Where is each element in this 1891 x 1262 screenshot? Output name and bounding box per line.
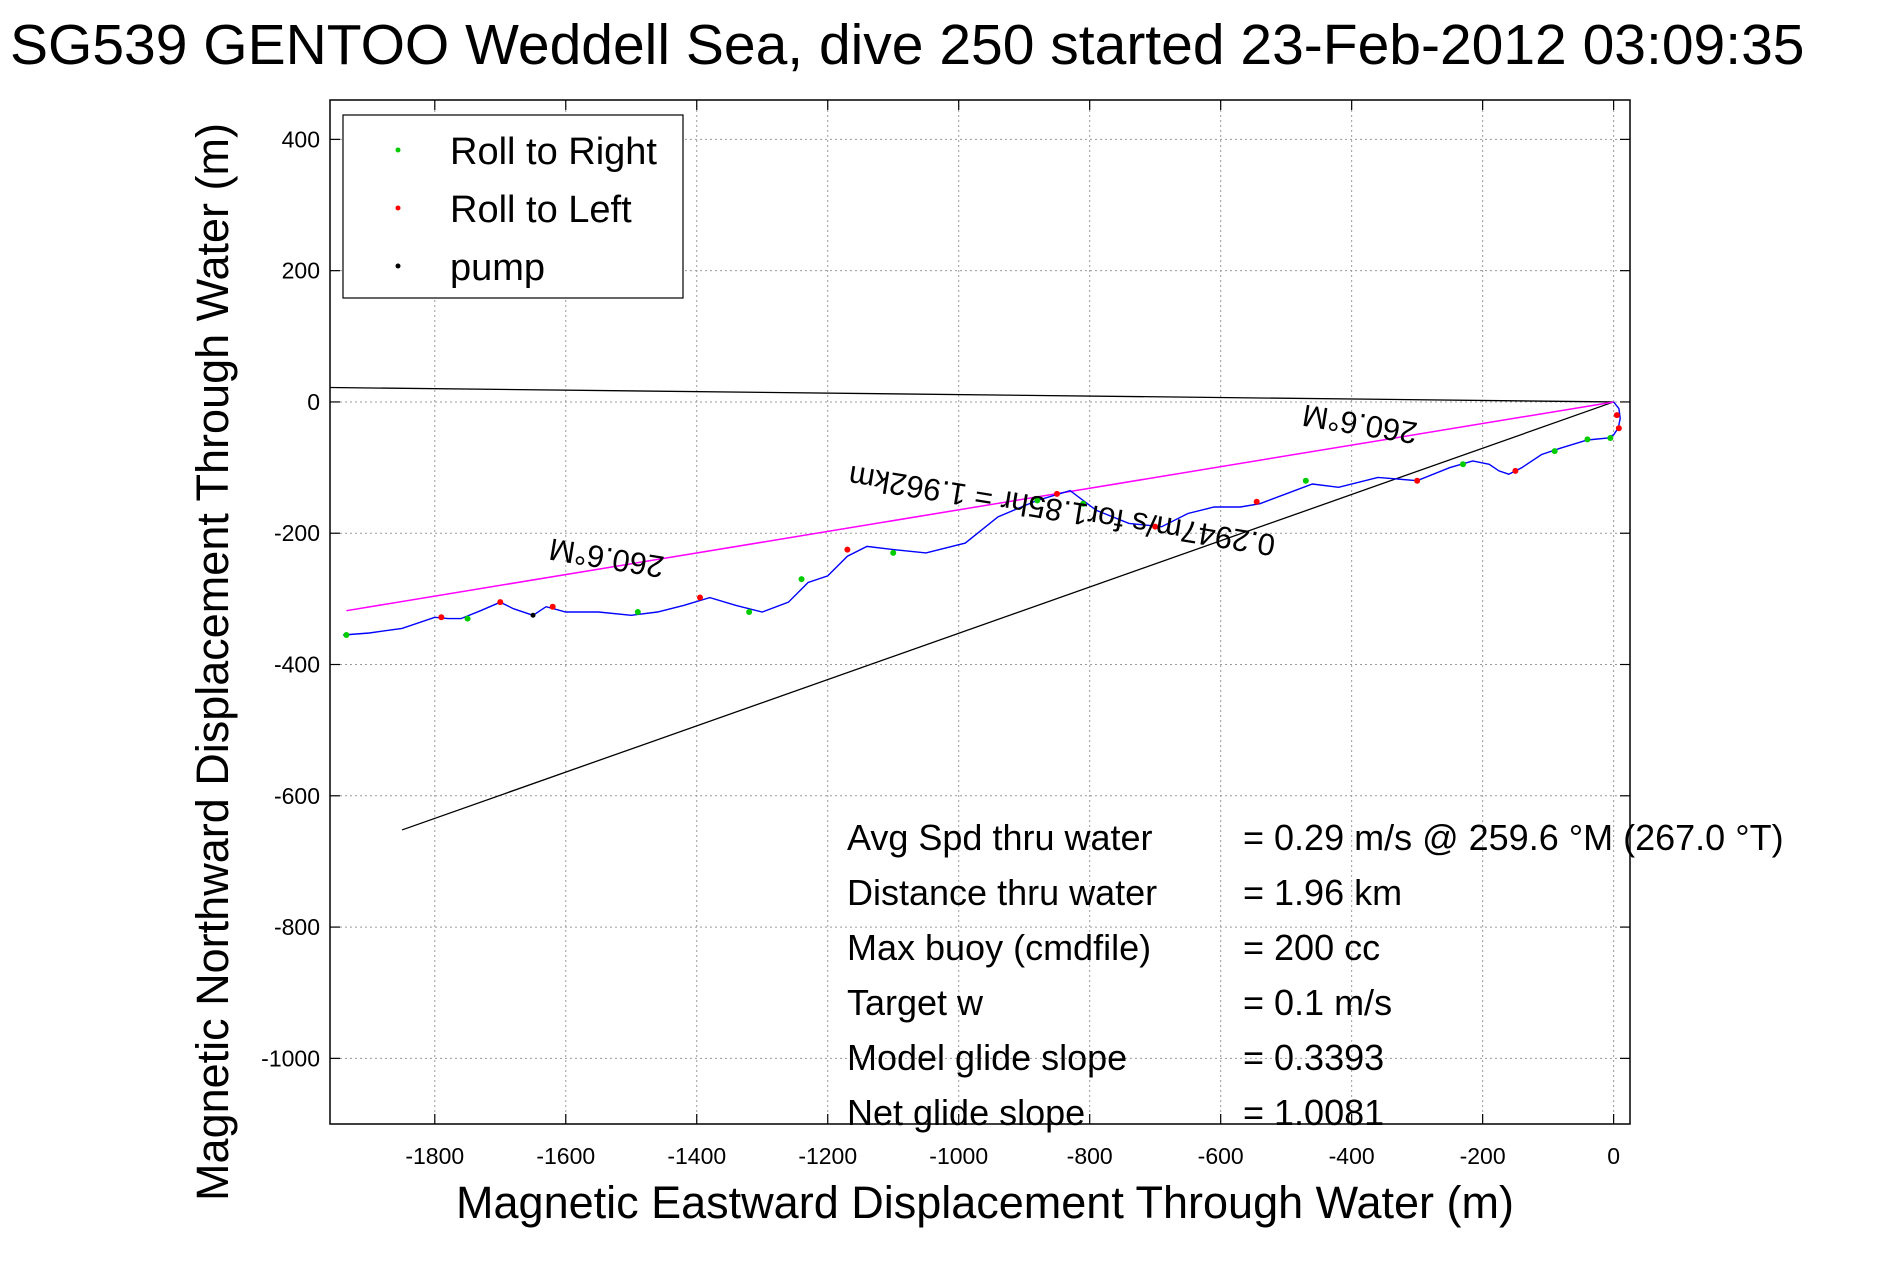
boundary-lines: [329, 386, 1614, 831]
legend-marker: [395, 147, 401, 153]
roll-left-point: [844, 546, 851, 553]
roll-left-point: [697, 594, 704, 601]
roll-right-point: [1034, 497, 1041, 504]
stats-block: Avg Spd thru water = 0.29 m/s @ 259.6 °M …: [847, 817, 1784, 1133]
stat-value: = 1.96 km: [1243, 872, 1402, 913]
roll-right-point: [464, 615, 471, 622]
y-tick-label: -800: [274, 914, 320, 940]
roll-left-point: [1152, 523, 1159, 530]
x-tick-label: -600: [1198, 1143, 1244, 1169]
stat-value: = 0.1 m/s: [1243, 982, 1392, 1023]
stat-label: Target w: [847, 982, 984, 1023]
roll-right-point: [1607, 435, 1614, 442]
y-tick-label: 0: [307, 389, 320, 415]
plot-frame: [329, 99, 1631, 1125]
x-tick-label: -200: [1460, 1143, 1506, 1169]
x-tick-label: -1400: [667, 1143, 726, 1169]
x-axis-label: Magnetic Eastward Displacement Through W…: [456, 1177, 1514, 1228]
chart-title: SG539 GENTOO Weddell Sea, dive 250 start…: [10, 13, 1804, 77]
stat-label: Distance thru water: [847, 872, 1157, 913]
stat-label: Avg Spd thru water: [847, 817, 1153, 858]
x-tick-label: -400: [1329, 1143, 1375, 1169]
x-tick-label: -1600: [536, 1143, 595, 1169]
pump-point: [530, 612, 536, 618]
legend-label: pump: [450, 247, 545, 289]
stat-label: Net glide slope: [847, 1092, 1085, 1133]
roll-right-point: [798, 576, 805, 583]
roll-points: [343, 412, 1622, 638]
roll-left-point: [1053, 490, 1060, 497]
roll-right-point: [1551, 448, 1558, 455]
y-tick-label: 400: [282, 126, 320, 152]
stat-value: = 200 cc: [1243, 927, 1380, 968]
y-axis-label: Magnetic Northward Displacement Through …: [187, 123, 238, 1201]
stat-value: = 1.0081: [1243, 1092, 1384, 1133]
roll-left-point: [438, 614, 445, 621]
y-tick-label: -400: [274, 652, 320, 678]
stat-label: Model glide slope: [847, 1037, 1127, 1078]
x-tick-label: -1800: [405, 1143, 464, 1169]
y-tick-label: -200: [274, 520, 320, 546]
stat-value: = 0.29 m/s @ 259.6 °M (267.0 °T): [1243, 817, 1784, 858]
legend-label: Roll to Right: [450, 131, 657, 173]
roll-left-point: [497, 599, 504, 606]
roll-left-point: [1615, 425, 1622, 432]
roll-right-point: [890, 549, 897, 556]
roll-left-point: [1414, 477, 1421, 484]
stat-value: = 0.3393: [1243, 1037, 1384, 1078]
roll-left-point: [1253, 498, 1260, 505]
roll-right-point: [1584, 436, 1591, 443]
y-tick-label: 200: [282, 258, 320, 284]
roll-right-point: [1302, 477, 1309, 484]
axis-ticks: -1800 -1600 -1400 -1200 -1000 -800 -600 -400 -20…: [261, 100, 1630, 1169]
roll-left-point: [549, 603, 556, 610]
roll-left-point: [1512, 467, 1519, 474]
legend-marker: [395, 263, 401, 269]
x-tick-label: -800: [1067, 1143, 1113, 1169]
legend: Roll to Right Roll to Left pump: [342, 114, 684, 299]
roll-right-point: [1080, 500, 1087, 507]
grid: [330, 100, 1630, 1124]
roll-right-point: [1459, 461, 1466, 468]
legend-label: Roll to Left: [450, 189, 632, 231]
legend-marker: [395, 205, 401, 211]
roll-right-point: [746, 609, 753, 615]
x-tick-label: -1200: [798, 1143, 857, 1169]
y-tick-label: -600: [274, 783, 320, 809]
roll-right-point: [634, 609, 641, 615]
boundary-line: [401, 401, 1614, 831]
roll-right-point: [343, 631, 350, 638]
stat-label: Max buoy (cmdfile): [847, 927, 1151, 968]
heading-line: [346, 401, 1614, 612]
boundary-line: [329, 386, 1614, 403]
x-tick-label: 0: [1607, 1143, 1620, 1169]
x-tick-label: -1000: [929, 1143, 988, 1169]
y-tick-label: -1000: [261, 1045, 320, 1071]
roll-left-point: [1613, 412, 1620, 419]
